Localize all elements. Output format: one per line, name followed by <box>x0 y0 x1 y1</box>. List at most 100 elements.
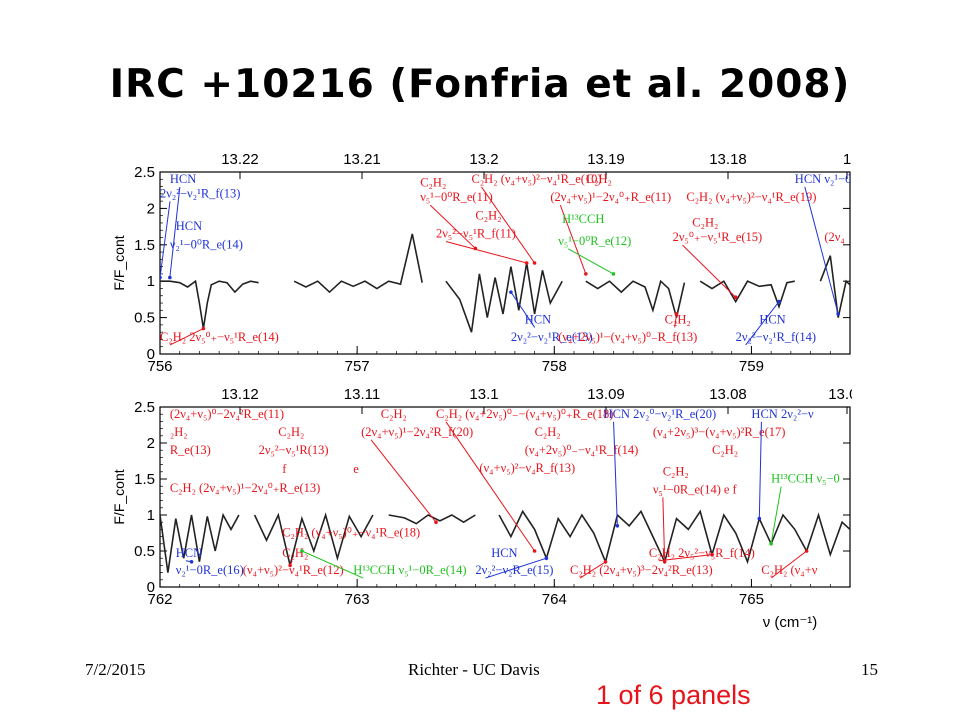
y-tick-label: 1.5 <box>134 471 155 488</box>
line-annotation: HCN <box>525 312 551 326</box>
footer-author: Richter - UC Davis <box>408 660 540 679</box>
annotation-leader <box>804 186 839 315</box>
footer-page-number: 15 <box>861 660 878 679</box>
line-annotation: HCN ν₂¹−0 <box>795 172 852 186</box>
annotation-arrowhead <box>201 326 206 331</box>
annotation-leader <box>160 201 171 278</box>
annotation-arrowhead <box>168 275 172 280</box>
line-annotation: HCN <box>759 312 785 326</box>
annotation-leader <box>301 550 364 579</box>
annotation-arrowhead <box>509 290 513 294</box>
line-annotation: C₂H₂ (2ν₄+ν₅)¹−2ν₄⁰₊R_e(13) <box>170 481 320 495</box>
line-annotation: HCN <box>491 546 517 560</box>
line-annotation: C₂H₂ <box>665 312 691 326</box>
line-annotation: C₂H₂ (ν₄+2ν₅)⁰₋−(ν₄+ν₅)⁰₊R_e(18) <box>436 407 613 421</box>
y-tick-label: 0.5 <box>134 310 155 327</box>
line-annotation: C₂H₂ <box>586 172 612 186</box>
annotation-arrowhead <box>769 542 773 546</box>
annotation-leader <box>745 301 780 346</box>
spectrum-figure: 0 0.5 1 1.5 2 2.5 756 757 758 759 13.22 13.21 13.2 13… <box>111 151 852 631</box>
top-axis-label: 1 <box>843 151 851 168</box>
y-axis-label: F/F_cont <box>111 235 127 290</box>
line-annotation: (2ν₄ <box>824 230 844 244</box>
annotation-arrowhead <box>615 524 620 528</box>
annotation-leader <box>770 486 782 544</box>
plot-frame <box>159 406 851 588</box>
annotation-leader <box>510 291 536 328</box>
annotation-leader <box>662 497 666 562</box>
annotation-arrowhead <box>777 299 781 304</box>
top-axis-label: 13.08 <box>709 386 747 403</box>
top-axis-label: 13.07 <box>828 386 852 403</box>
line-annotation: C₂H₂ <box>278 425 304 439</box>
line-annotation: C₂H₂ <box>692 216 718 230</box>
spectrum-trace-segment <box>253 512 374 566</box>
annotation-arrowhead <box>544 556 549 560</box>
line-annotation: e f <box>724 482 738 496</box>
annotation-leader <box>169 328 204 346</box>
top-axis-label: 13.1 <box>469 386 498 403</box>
annotation-arrowhead <box>160 275 162 280</box>
line-annotation: H¹³CCH <box>562 212 604 226</box>
line-annotation: 2ν₂²−ν₂¹R_f(13) <box>160 186 240 200</box>
x-tick-label: 763 <box>345 591 370 608</box>
spectrum-panel-lower: 0 0.5 1 1.5 2 2.5 762 763 764 765 13.12 13.11 13.1 13… <box>111 386 852 631</box>
annotation-arrowhead <box>804 549 809 553</box>
annotation-leader <box>579 561 606 579</box>
annotation-leader <box>485 557 547 579</box>
top-axis-label: 13.22 <box>221 151 259 168</box>
line-annotation: H¹³CCH ν₅−0 <box>771 472 840 486</box>
y-tick-label: 0 <box>147 346 155 363</box>
annotation-leader <box>613 421 618 526</box>
line-annotation: C₂H₂ <box>663 464 689 478</box>
top-axis-label: 13.12 <box>221 386 259 403</box>
annotation-arrowhead <box>300 549 304 553</box>
annotation-leader <box>567 248 614 275</box>
y-tick-label: 1 <box>147 273 155 290</box>
line-annotation: 2ν₅⁰₊−ν₅¹R_e(15) <box>673 230 763 244</box>
line-annotation: (ν₄+ν₅)²−ν₄¹R_e(12) <box>243 563 344 577</box>
line-annotation: C₂H₂ <box>381 407 407 421</box>
line-annotation: 2ν₅²−ν₅¹R(13) <box>259 443 329 457</box>
line-annotation: e <box>353 462 359 476</box>
annotation-leader <box>169 186 181 278</box>
y-tick-label: 1.5 <box>134 237 155 254</box>
x-tick-label: 765 <box>739 591 764 608</box>
line-annotation: C₂H₂ (ν₄+ν₅)⁰₊−ν₄¹R_e(18) <box>282 526 420 540</box>
spectrum-trace-segment <box>585 279 686 318</box>
x-axis-label: ν (cm⁻¹) <box>763 614 818 631</box>
plot-area: HCN 2ν₂²−ν₂¹R_f(13) HCN ν₂¹−0⁰R_e(14) C₂H₂ 2… <box>160 172 852 346</box>
line-annotation: HCN 2ν₂⁰−ν₂¹R_e(20) <box>604 407 717 421</box>
annotation-arrowhead <box>434 520 438 524</box>
annotation-arrowhead <box>189 560 194 564</box>
line-annotation: C₂H₂ (ν₄+ν₅)²−ν₄¹R_e(10) <box>471 172 601 186</box>
spectrum-trace-segment <box>445 262 563 333</box>
line-annotation: C₂H₂ (2ν₄+ν₅)³−2ν₄²R_e(13) <box>570 563 713 577</box>
line-annotation: ν₅¹−0⁰R_e(12) <box>558 234 631 248</box>
x-tick-label: 757 <box>345 358 370 375</box>
annotation-arrowhead <box>524 261 529 265</box>
annotation-arrowhead <box>584 272 588 276</box>
annotation-leader <box>658 554 713 562</box>
line-annotation: C₂H₂ <box>420 176 446 190</box>
x-tick-label: 756 <box>147 358 172 375</box>
line-annotation: (ν₄+2ν₅)³−(ν₄+ν₅)²R_e(17) <box>653 425 786 439</box>
line-annotation: R_e(13) <box>170 443 211 457</box>
y-tick-label: 1 <box>147 507 155 524</box>
top-axis-label: 13.09 <box>587 386 625 403</box>
spectrum-trace-segment <box>388 514 476 525</box>
spectrum-trace-segment <box>819 255 850 318</box>
line-annotation: C₂H₂ 2ν₅²−ν₅R_f(14) <box>649 546 755 560</box>
line-annotation: (ν₄+ν₅)²−ν₄R_f(13) <box>479 461 575 475</box>
top-axis-label: 13.18 <box>709 151 747 168</box>
annotation-arrowhead <box>674 312 679 316</box>
x-tick-label: 764 <box>542 591 567 608</box>
panel-count-note: 1 of 6 panels <box>596 680 751 710</box>
line-annotation: ν₂¹−0R_e(16) <box>176 563 244 577</box>
plot-frame <box>159 171 851 355</box>
line-annotation: HCN 2ν₂²−ν <box>751 407 814 421</box>
line-annotation: 2ν₅²−ν₅¹R_f(11) <box>436 227 516 241</box>
line-annotation: ν₂¹−0⁰R_e(14) <box>170 237 243 251</box>
line-annotation: 2ν₂²−ν₂R_e(15) <box>475 563 553 577</box>
annotation-arrowhead <box>710 552 714 557</box>
